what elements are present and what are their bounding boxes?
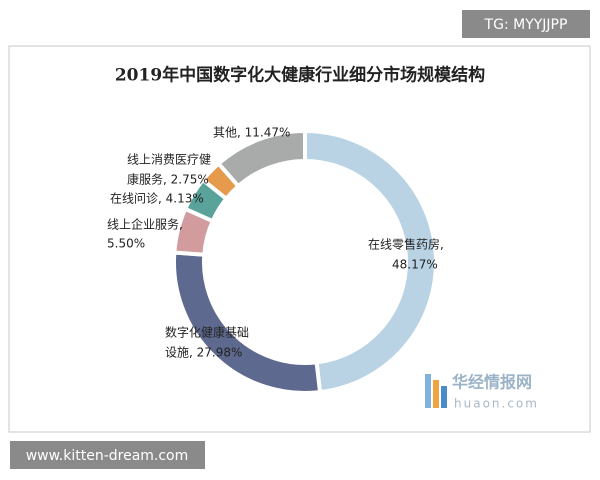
chart-title: 2019年中国数字化大健康行业细分市场规模结构 xyxy=(115,65,485,86)
logo: 华经情报网 huaon.com xyxy=(425,373,539,411)
watermark: TG: MYYJJPP xyxy=(484,17,568,33)
data-label: 5.50% xyxy=(107,237,145,251)
logo-site: huaon.com xyxy=(454,397,539,411)
logo-icon xyxy=(441,386,447,408)
data-label: 48.17% xyxy=(392,258,438,272)
data-label: 线上消费医疗健 xyxy=(127,153,211,167)
footer-box xyxy=(10,441,205,469)
data-label: 线上企业服务, xyxy=(107,217,183,232)
watermark-box xyxy=(462,10,590,38)
data-label: 设施, 27.98% xyxy=(165,346,242,360)
logo-name: 华经情报网 xyxy=(452,373,532,392)
donut-segment xyxy=(215,128,307,189)
donut-segment xyxy=(303,128,438,395)
logo-icon xyxy=(433,380,439,408)
data-label: 其他, 11.47% xyxy=(213,126,290,140)
data-label: 康服务, 2.75% xyxy=(127,172,209,187)
logo-icon xyxy=(425,374,431,408)
data-label: 数字化健康基础 xyxy=(165,325,249,340)
data-label: 在线问诊, 4.13% xyxy=(110,192,204,206)
footer: www.kitten-dream.com xyxy=(26,448,189,464)
data-label: 在线零售药房, xyxy=(368,237,444,252)
